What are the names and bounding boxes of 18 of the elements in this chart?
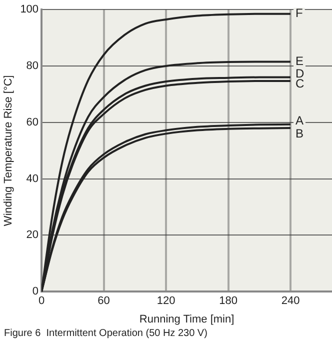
y-tick-label: 100 xyxy=(20,4,39,16)
y-tick-label: 0 xyxy=(32,286,39,298)
x-tick-label: 120 xyxy=(156,295,176,308)
caption: Figure 6 Intermittent Operation (50 Hz 230 V) xyxy=(3,328,208,339)
y-tick-label: 40 xyxy=(26,172,39,185)
y-tick-label: 80 xyxy=(26,60,39,72)
y-tick-label: 20 xyxy=(26,229,39,242)
x-tick-label: 60 xyxy=(98,295,110,308)
x-axis-title: Running Time [min] xyxy=(139,313,234,326)
series-label: A xyxy=(296,114,304,128)
y-axis-title: Winding Temperature Rise [°C] xyxy=(2,75,15,226)
series-label: F xyxy=(296,6,303,20)
series-label: E xyxy=(296,54,304,68)
series-label: C xyxy=(296,76,305,90)
x-tick-label: 180 xyxy=(219,295,238,308)
y-tick-label: 60 xyxy=(26,116,39,128)
series-label: B xyxy=(296,126,304,140)
x-tick-label: 240 xyxy=(281,295,300,308)
